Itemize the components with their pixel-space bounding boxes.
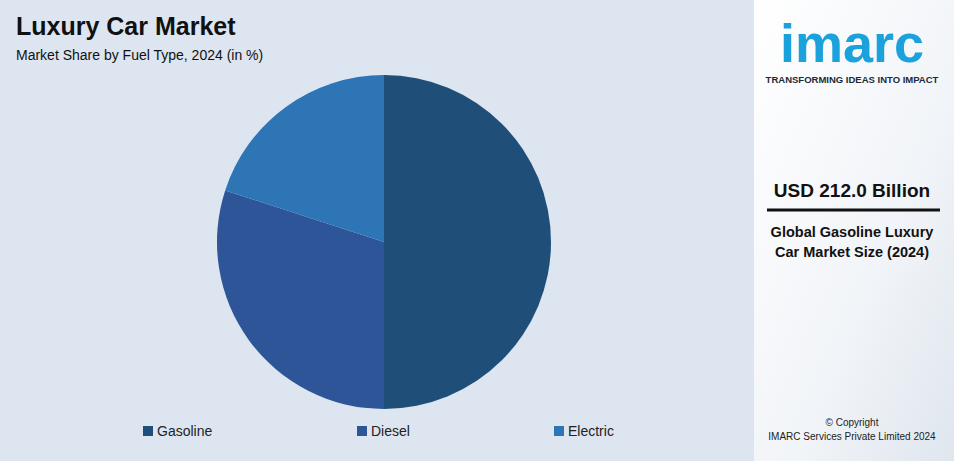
legend-label: Electric: [568, 423, 614, 439]
legend-swatch: [143, 426, 153, 436]
background: [0, 0, 954, 461]
pie-slice: [384, 75, 551, 409]
pie-slice: [225, 75, 384, 242]
pie: [217, 75, 551, 409]
tagline: TRANSFORMING IDEAS INTO IMPACT: [766, 74, 939, 85]
title: Luxury Car Market: [16, 12, 236, 40]
copyright: © Copyright: [826, 417, 879, 428]
divider: [767, 209, 940, 212]
market-size: USD 212.0 Billion: [774, 180, 930, 201]
legend-item: Gasoline: [143, 423, 212, 439]
legend: Gasoline Diesel Electric: [143, 423, 614, 439]
legend-swatch: [554, 426, 564, 436]
legend-item: Electric: [554, 423, 614, 439]
legend-swatch: [357, 426, 367, 436]
market-size-label: Global Gasoline LuxuryCar Market Size (2…: [771, 224, 934, 260]
legend-item: Diesel: [357, 423, 410, 439]
copyright-holder: IMARC Services Private Limited 2024: [768, 431, 936, 442]
logo: imarc: [780, 13, 924, 73]
subtitle: Market Share by Fuel Type, 2024 (in %): [16, 47, 263, 63]
legend-label: Diesel: [371, 423, 410, 439]
legend-label: Gasoline: [157, 423, 212, 439]
side-panel: [754, 0, 954, 461]
